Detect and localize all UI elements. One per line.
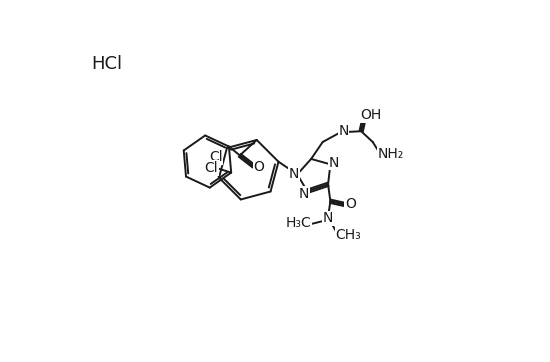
Text: O: O	[345, 197, 356, 211]
Text: NH₂: NH₂	[378, 147, 404, 161]
Text: N: N	[289, 167, 299, 181]
Text: Cl: Cl	[209, 150, 223, 164]
Text: OH: OH	[360, 108, 381, 122]
Text: N: N	[299, 186, 310, 201]
Text: Cl: Cl	[205, 161, 218, 175]
Text: N: N	[329, 156, 339, 170]
Text: O: O	[254, 160, 265, 174]
Text: H₃C: H₃C	[286, 216, 312, 230]
Text: CH₃: CH₃	[335, 228, 361, 242]
Text: N: N	[338, 124, 349, 138]
Text: N: N	[323, 211, 333, 225]
Text: HCl: HCl	[92, 55, 123, 73]
